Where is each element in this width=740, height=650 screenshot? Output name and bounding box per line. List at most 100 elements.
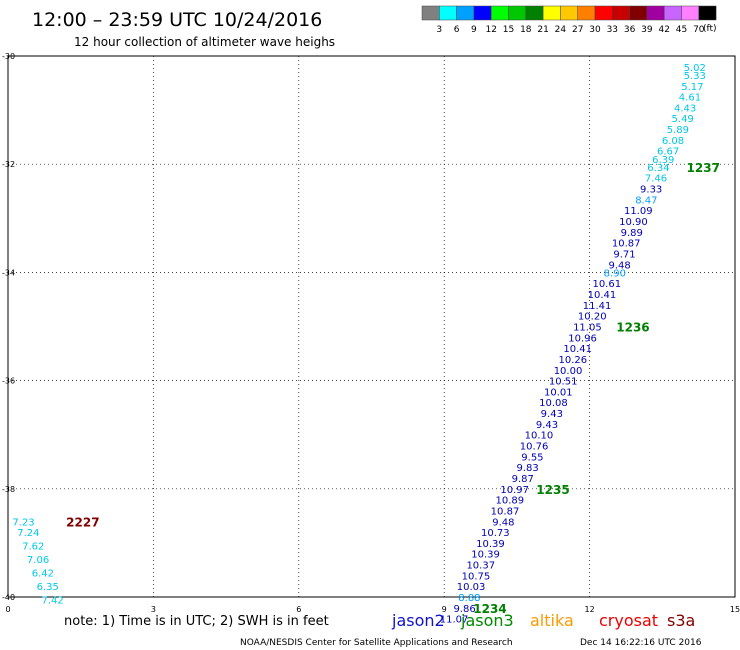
legend-label: 12 xyxy=(485,25,496,35)
legend-label: 15 xyxy=(503,25,514,35)
pass-number-label: 1234 xyxy=(473,602,506,616)
legend-swatch xyxy=(542,5,561,21)
legend-label: 6 xyxy=(454,25,460,35)
wave-height-value: 9.43 xyxy=(541,409,563,420)
x-tick-label: 6 xyxy=(296,605,301,614)
x-axis-ticks: 0 3 6 9 12 15 xyxy=(5,605,740,614)
wave-height-value: 10.96 xyxy=(568,333,597,344)
wave-height-value: 10.03 xyxy=(457,582,486,593)
wave-height-value: 8.88 xyxy=(458,593,480,604)
y-tick-label: -38 xyxy=(2,485,15,494)
legend-label: 21 xyxy=(537,25,548,35)
wave-height-value: 9.48 xyxy=(609,260,631,271)
wave-height-value: 7.62 xyxy=(22,542,44,553)
wave-height-value: 9.83 xyxy=(516,463,538,474)
chart-subtitle: 12 hour collection of altimeter wave hei… xyxy=(74,35,335,49)
wave-height-value: 9.33 xyxy=(640,185,662,196)
wave-height-value: 4.43 xyxy=(674,103,696,114)
wave-height-value: 7.24 xyxy=(17,528,39,539)
legend-label: 9 xyxy=(471,25,477,35)
legend-swatch xyxy=(629,5,648,21)
footer-timestamp: Dec 14 16:22:16 UTC 2016 xyxy=(580,638,702,648)
wave-height-value: 7.23 xyxy=(12,517,34,528)
legend-swatch xyxy=(456,5,475,21)
legend-swatch xyxy=(421,5,440,21)
plot-area: -30 -32 -34 -36 -38 -40 0 3 6 9 12 15 5.025.335.17… xyxy=(2,52,740,626)
wave-height-value: 9.89 xyxy=(621,228,643,239)
wave-height-value: 10.90 xyxy=(619,217,648,228)
x-tick-label: 9 xyxy=(442,605,447,614)
wave-height-value: 9.43 xyxy=(536,420,558,431)
wave-height-value: 9.86 xyxy=(453,604,475,615)
wave-height-value: 10.01 xyxy=(544,387,573,398)
wave-height-value: 9.71 xyxy=(613,249,635,260)
legend-swatch xyxy=(577,5,596,21)
wave-height-value: 10.39 xyxy=(476,539,505,550)
y-tick-label: -30 xyxy=(2,52,15,61)
legend-label: 30 xyxy=(589,25,601,35)
data-points: 5.025.335.174.614.435.495.896.086.676.39… xyxy=(12,63,706,626)
wave-height-value: 6.39 xyxy=(652,155,674,166)
legend-label: 18 xyxy=(520,25,532,35)
legend-label: 45 xyxy=(676,25,687,35)
wave-height-value: 5.89 xyxy=(667,125,689,136)
legend-swatch xyxy=(612,5,630,21)
wave-height-value: 10.00 xyxy=(554,366,583,377)
satellite-name: jason3 xyxy=(460,611,514,630)
wave-height-value: 6.35 xyxy=(37,582,59,593)
wave-height-value: 8.90 xyxy=(604,268,626,279)
legend-swatch xyxy=(681,5,700,21)
wave-height-value: 6.34 xyxy=(647,163,669,174)
wave-height-value: 10.26 xyxy=(559,355,588,366)
wave-height-value: 10.08 xyxy=(539,398,568,409)
wave-height-value: 10.41 xyxy=(588,290,617,301)
legend-swatch xyxy=(490,5,509,21)
wave-height-value: 10.76 xyxy=(520,442,549,453)
legend-label: 24 xyxy=(555,25,567,35)
wave-height-value: 10.20 xyxy=(578,312,607,323)
legend-swatch xyxy=(646,5,665,21)
wave-height-value: 5.49 xyxy=(672,114,694,125)
wave-height-value: 11.09 xyxy=(624,206,653,217)
legend-swatch xyxy=(508,5,527,21)
pass-number-label: 1235 xyxy=(536,483,569,497)
satellite-name: jason2 xyxy=(391,611,445,630)
legend-swatch xyxy=(473,5,492,21)
plot-frame xyxy=(7,55,736,598)
wave-height-value: 7.46 xyxy=(645,174,667,185)
satellite-name: altika xyxy=(530,611,574,630)
legend-unit: (ft) xyxy=(703,24,717,34)
y-tick-label: -34 xyxy=(2,268,15,277)
wave-height-value: 6.42 xyxy=(32,569,54,580)
x-tick-label: 3 xyxy=(151,605,156,614)
wave-height-value: 5.33 xyxy=(684,71,706,82)
wave-height-value: 10.97 xyxy=(500,485,529,496)
wave-height-value: 10.87 xyxy=(491,506,520,517)
wave-height-value: 9.48 xyxy=(492,517,514,528)
y-axis-ticks: -30 -32 -34 -36 -38 -40 xyxy=(2,52,15,602)
legend-swatch xyxy=(439,5,457,21)
pass-number-label: 2227 xyxy=(66,515,99,529)
legend-swatch xyxy=(560,5,578,21)
satellite-legend: jason2 jason3 altika cryosat s3a xyxy=(391,611,695,630)
legend-swatch xyxy=(525,5,544,21)
x-tick-label: 12 xyxy=(585,605,595,614)
legend-label: 39 xyxy=(641,25,653,35)
footer-credit: NOAA/NESDIS Center for Satellite Applica… xyxy=(240,638,513,648)
wave-height-value: 10.89 xyxy=(496,496,525,507)
legend-label: 36 xyxy=(624,25,636,35)
y-tick-label: -40 xyxy=(2,593,15,602)
color-scale-legend: 3 6 9 12 15 18 21 24 27 30 33 36 39 42 45 70 xyxy=(421,5,717,35)
satellite-name: cryosat xyxy=(599,611,658,630)
legend-label: 42 xyxy=(658,25,669,35)
wave-height-value: 11.07 xyxy=(440,615,469,626)
wave-height-value: 9.87 xyxy=(512,474,534,485)
legend-swatch xyxy=(698,5,717,21)
x-tick-label: 15 xyxy=(730,605,740,614)
legend-swatch xyxy=(594,5,613,21)
wave-height-value: 11.05 xyxy=(573,323,602,334)
legend-label: 3 xyxy=(436,25,442,35)
wave-height-value: 4.61 xyxy=(679,93,701,104)
